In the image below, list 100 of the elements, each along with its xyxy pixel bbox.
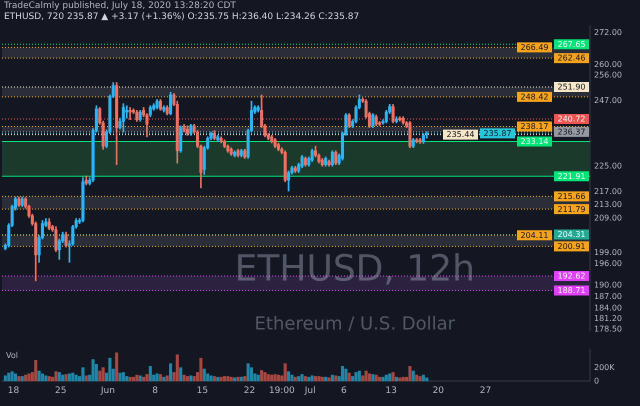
bar bbox=[320, 376, 324, 382]
bar bbox=[138, 375, 142, 382]
bar bbox=[371, 374, 374, 382]
ref-line-label: 204.11 bbox=[520, 230, 548, 240]
bar bbox=[169, 363, 172, 382]
annotation: ETHUSD, 12h bbox=[234, 248, 475, 290]
bar bbox=[38, 370, 41, 382]
x-tick-label: 22 bbox=[244, 386, 256, 396]
bar bbox=[364, 370, 368, 382]
y-tick-label: 178.50 bbox=[594, 324, 622, 334]
bar bbox=[246, 363, 250, 382]
ref-line-label: 204.31 bbox=[558, 230, 586, 240]
bar bbox=[44, 375, 48, 382]
ref-line-label: 238.17 bbox=[520, 122, 548, 132]
bar bbox=[64, 374, 68, 382]
y-tick-label: 181.20 bbox=[594, 314, 622, 324]
bar bbox=[148, 366, 152, 382]
bar bbox=[209, 375, 213, 382]
bar bbox=[74, 374, 78, 382]
ref-line-label: 262.46 bbox=[558, 54, 586, 63]
bar bbox=[135, 374, 138, 382]
bar bbox=[290, 374, 294, 382]
y-tick-label: 184.00 bbox=[594, 303, 622, 312]
ref-line-label: 188.71 bbox=[558, 286, 586, 296]
x-tick-label: 25 bbox=[54, 386, 66, 396]
bar bbox=[186, 376, 189, 382]
bar bbox=[122, 372, 125, 382]
y-tick-label: 260.00 bbox=[594, 60, 622, 69]
ref-line-label: 215.66 bbox=[558, 192, 586, 202]
bar bbox=[14, 373, 18, 382]
ref-line-label: 266.49 bbox=[520, 42, 548, 52]
bar bbox=[260, 370, 264, 382]
bar bbox=[266, 374, 270, 382]
bar bbox=[98, 370, 102, 382]
x-tick-label: 15 bbox=[196, 386, 208, 396]
bar bbox=[24, 374, 28, 382]
bar bbox=[354, 372, 358, 382]
chart-title: Vol bbox=[6, 350, 18, 360]
ref-line-label: 233.14 bbox=[520, 137, 548, 146]
bar bbox=[256, 374, 260, 382]
y-tick-label: 199.00 bbox=[594, 248, 622, 258]
bar bbox=[263, 372, 266, 382]
ref-line-label: 221.91 bbox=[558, 172, 586, 181]
bar bbox=[102, 367, 105, 382]
x-tick-label: 6 bbox=[341, 386, 348, 396]
bar bbox=[4, 375, 7, 382]
bar bbox=[418, 376, 422, 382]
x-tick-label: Jun bbox=[100, 386, 115, 396]
bar bbox=[216, 376, 220, 382]
bar bbox=[330, 374, 334, 382]
ref-line-label: 235.44 bbox=[446, 130, 474, 140]
bar bbox=[243, 376, 246, 382]
x-tick-label: 19:00 bbox=[268, 386, 296, 396]
bar bbox=[40, 373, 44, 382]
ref-line-label: 235.87 bbox=[484, 128, 512, 138]
bar bbox=[374, 374, 378, 382]
bar bbox=[84, 375, 88, 382]
x-tick-label: 27 bbox=[480, 386, 492, 396]
bar bbox=[317, 376, 320, 382]
bar bbox=[71, 372, 74, 382]
bar bbox=[230, 376, 233, 382]
y-tick-label: 200K bbox=[594, 362, 616, 372]
y-tick-label: 225.00 bbox=[594, 162, 622, 171]
bar bbox=[284, 363, 287, 382]
bar bbox=[68, 373, 71, 382]
bar bbox=[368, 373, 371, 382]
y-tick-label: 196.00 bbox=[594, 258, 622, 268]
bar bbox=[20, 376, 24, 382]
y-tick-label: 209.00 bbox=[594, 214, 622, 223]
annotation: Ethereum / U.S. Dollar bbox=[254, 314, 456, 335]
bar bbox=[27, 373, 30, 382]
x-tick-label: 18 bbox=[8, 386, 20, 396]
bar bbox=[17, 376, 20, 382]
bar bbox=[166, 375, 169, 382]
bar bbox=[91, 359, 95, 382]
bar bbox=[176, 354, 179, 382]
bar bbox=[202, 368, 206, 382]
bar bbox=[314, 376, 318, 382]
chart-subtitle: TradeCalmly published, July 18, 2020 13:28:20 CDT bbox=[4, 1, 237, 12]
bar bbox=[226, 376, 230, 382]
bar bbox=[58, 372, 61, 382]
ref-line-label: 192.62 bbox=[558, 272, 586, 281]
bar bbox=[125, 376, 128, 382]
ref-line-label: 240.72 bbox=[558, 114, 586, 124]
bar bbox=[81, 367, 84, 382]
bar bbox=[287, 371, 290, 382]
y-tick-label: 213.00 bbox=[594, 200, 622, 210]
bar bbox=[300, 374, 304, 382]
bar bbox=[199, 358, 202, 382]
bar bbox=[54, 371, 58, 382]
bar bbox=[145, 374, 148, 382]
bar bbox=[108, 358, 112, 382]
y-tick-label: 247.00 bbox=[594, 96, 622, 105]
y-tick-label: 187.00 bbox=[594, 292, 622, 301]
bar bbox=[179, 367, 182, 382]
bar bbox=[192, 376, 196, 382]
bar bbox=[310, 375, 314, 382]
bar bbox=[297, 376, 300, 382]
bar bbox=[182, 374, 186, 382]
bar bbox=[212, 376, 216, 382]
